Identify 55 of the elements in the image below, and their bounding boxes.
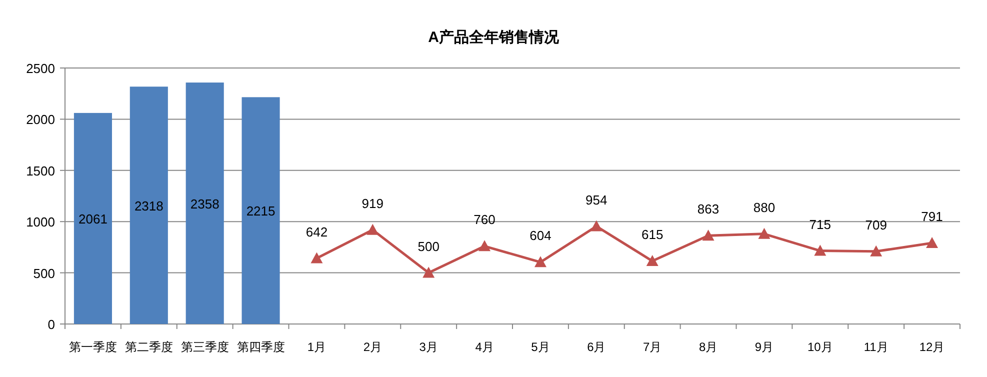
x-tick-label: 2月 [363,340,382,354]
bar [130,86,168,324]
x-tick-label: 12月 [919,340,945,354]
point [590,220,602,232]
data-label: 500 [418,238,440,254]
x-tick-label: 6月 [587,340,606,354]
x-tick-label: 9月 [754,340,774,354]
y-tick-label: 1000 [26,214,55,230]
x-tick-label: 7月 [643,340,662,354]
y-tick-label: 500 [33,266,55,281]
x-tick-label: 11月 [864,340,888,354]
bar [74,112,112,324]
point [310,252,323,264]
point [366,224,379,235]
data-label: 2358 [190,196,220,212]
point [702,230,714,241]
y-tick-label: 0 [48,317,55,332]
point [422,266,435,278]
data-label: 2061 [78,211,108,226]
point [758,228,770,239]
x-tick-label: 第二季度 [124,340,173,354]
point [534,256,546,268]
y-tick-label: 2000 [26,112,55,128]
data-label: 760 [474,212,496,228]
x-tick-label: 10月 [807,340,833,354]
point [870,245,882,256]
x-tick-label: 第一季度 [68,340,117,354]
x-tick-label: 4月 [475,340,494,354]
x-tick-label: 8月 [698,340,718,354]
x-tick-label: 第四季度 [236,340,285,354]
point [926,237,938,248]
data-label: 709 [865,217,887,232]
data-label: 954 [586,192,608,208]
point [814,244,826,256]
data-label: 615 [641,227,664,242]
data-label: 604 [530,228,552,244]
data-label: 880 [753,200,776,215]
data-label: 715 [809,216,832,232]
data-label: 863 [697,202,720,217]
x-tick-label: 第三季度 [180,340,229,354]
data-label: 2215 [246,204,276,219]
x-tick-label: 5月 [531,340,550,354]
chart-title: A产品全年销售情况 [428,29,560,46]
y-tick-label: 1500 [26,163,55,178]
y-tick-label: 2500 [26,61,55,76]
x-tick-label: 3月 [419,340,438,354]
data-label: 791 [921,209,943,224]
data-label: 919 [362,196,384,211]
point [478,240,491,252]
data-label: 642 [306,224,328,240]
x-tick-label: 1月 [307,340,326,354]
data-label: 2318 [134,198,164,214]
bar [186,82,224,324]
bar [242,97,280,324]
point [646,255,658,266]
